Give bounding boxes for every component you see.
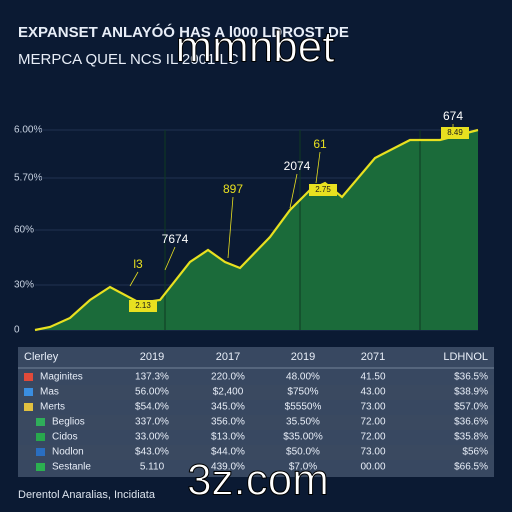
- annotation: 2074: [284, 159, 311, 173]
- row-icon: [36, 448, 45, 456]
- callout: 2.13: [135, 301, 151, 310]
- table-row-band: [18, 385, 494, 400]
- callout: 8.49: [447, 128, 463, 137]
- y-tick-label: 0: [14, 325, 20, 336]
- row-icon: [36, 463, 45, 471]
- table-header: 2017: [216, 351, 240, 363]
- callout-box: [129, 300, 157, 312]
- table-header: 2019: [140, 351, 164, 363]
- y-tick-label: 60%: [14, 225, 34, 236]
- y-tick-label: 5.70%: [14, 173, 42, 184]
- table-header: 2019: [291, 351, 315, 363]
- annotation-leader: [129, 271, 139, 287]
- y-tick-label: 30%: [14, 280, 34, 291]
- table-cell: 337.0%: [135, 417, 169, 428]
- table-cell: $35.00%: [283, 432, 323, 443]
- table-cell: $43.0%: [135, 447, 169, 458]
- table-cell: 48.00%: [286, 372, 320, 383]
- annotation: 7674: [162, 232, 189, 246]
- table-cell: $57.0%: [454, 402, 488, 413]
- callout-box: [309, 184, 337, 196]
- table-cell: 56.00%: [135, 387, 169, 398]
- table-cell: 41.50: [360, 372, 385, 383]
- annotation-leader: [289, 173, 298, 209]
- table-header: Clerley: [24, 351, 59, 363]
- callout: 2.75: [315, 185, 331, 194]
- table-cell: 73.00: [360, 447, 385, 458]
- table-cell: $2,400: [213, 387, 244, 398]
- table-cell: 72.00: [360, 417, 385, 428]
- table-cell: Maginites: [40, 372, 83, 383]
- chart-title: EXPANSET ANLAYÓÓ HAS A l000 LDROST DE: [18, 23, 349, 41]
- table-header: 2071: [361, 351, 385, 363]
- table-cell: 137.3%: [135, 372, 169, 383]
- table-cell: 439.0%: [211, 462, 245, 473]
- table-cell: 356.0%: [211, 417, 245, 428]
- table-cell: $36.6%: [454, 417, 488, 428]
- row-icon: [24, 373, 33, 381]
- table-cell: $38.9%: [454, 387, 488, 398]
- table-cell: 345.0%: [211, 402, 245, 413]
- row-icon: [36, 418, 45, 426]
- annotation-leader: [164, 246, 176, 271]
- table-cell: 35.50%: [286, 417, 320, 428]
- table-cell: $13.0%: [211, 432, 245, 443]
- table-cell: $5550%: [285, 402, 322, 413]
- table-cell: 73.00: [360, 402, 385, 413]
- table-cell: $54.0%: [135, 402, 169, 413]
- annotation: 897: [223, 182, 243, 196]
- table-cell: $35.8%: [454, 432, 488, 443]
- row-icon: [24, 388, 33, 396]
- table-cell: $36.5%: [454, 372, 488, 383]
- table-cell: 00.00: [360, 462, 385, 473]
- table-cell: 33.00%: [135, 432, 169, 443]
- table-cell: $50.0%: [286, 447, 320, 458]
- annotation: 61: [313, 137, 327, 151]
- table-cell: 5.110: [140, 462, 165, 473]
- table-row-band: [18, 445, 494, 460]
- row-icon: [36, 433, 45, 441]
- area: [35, 130, 478, 330]
- callout-box: [441, 127, 469, 139]
- table-cell: Beglios: [52, 417, 85, 428]
- table-cell: Nodlon: [52, 447, 84, 458]
- annotation-leader: [227, 196, 234, 259]
- row-icon: [24, 403, 33, 411]
- table-cell: 220.0%: [211, 372, 245, 383]
- annotation: 674: [443, 109, 463, 123]
- footer: Derentol Anaralias, Incidiata: [18, 489, 156, 501]
- table-header: LDHNOL: [443, 351, 488, 363]
- line: [34, 128, 479, 332]
- annotation: l3: [133, 257, 143, 271]
- table-cell: 43.00: [360, 387, 385, 398]
- table-cell: $7.0%: [289, 462, 317, 473]
- table-cell: Sestanle: [52, 462, 91, 473]
- watermark: 3z.com: [187, 456, 329, 505]
- table-cell: $44.0%: [211, 447, 245, 458]
- table-cell: $750%: [287, 387, 318, 398]
- y-tick-label: 6.00%: [14, 125, 42, 136]
- table-cell: Mas: [40, 387, 59, 398]
- table-cell: 72.00: [360, 432, 385, 443]
- table-cell: Merts: [40, 402, 65, 413]
- table-cell: Cidos: [52, 432, 78, 443]
- chart-subtitle: MERPCA QUEL NCS IL 2001 LC: [18, 51, 239, 68]
- annotation-leader: [315, 151, 321, 184]
- table-row-band: [18, 415, 494, 430]
- table-cell: $56%: [462, 447, 488, 458]
- table-cell: $66.5%: [454, 462, 488, 473]
- watermark: mmnbet: [176, 23, 335, 72]
